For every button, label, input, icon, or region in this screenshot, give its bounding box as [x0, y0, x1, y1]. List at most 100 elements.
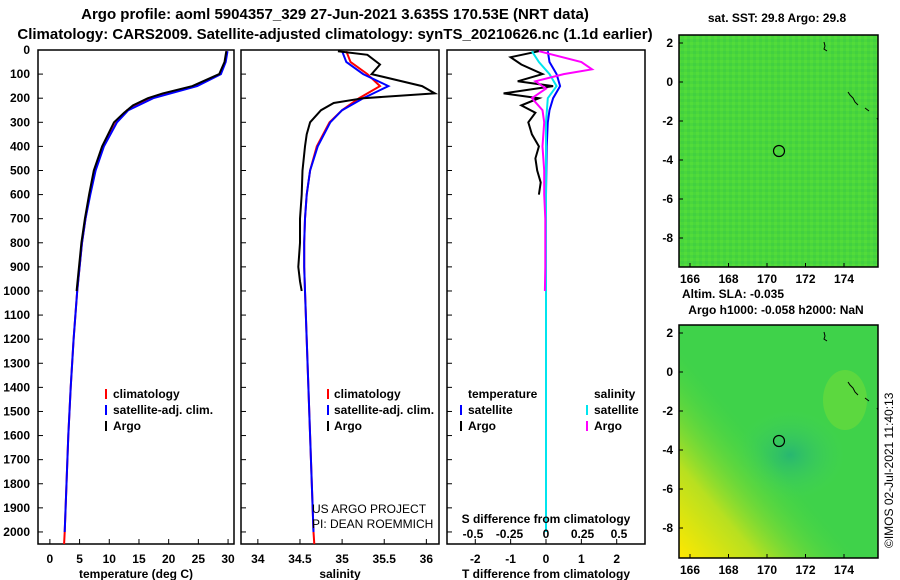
lat-tick-label: -8 [662, 521, 673, 535]
s-difference-label: S difference from climatology [462, 512, 631, 526]
salinity-panel: 34 34.5 35 35.5 36 salinity climatology sate… [240, 49, 440, 580]
temperature-frame [37, 49, 235, 545]
salinity-series [297, 50, 439, 545]
x-tick-label: 15 [132, 552, 146, 566]
lat-tick-label: 2 [666, 36, 673, 50]
depth-tick-label: 300 [10, 115, 30, 129]
series-climatology [63, 51, 228, 545]
sst-field [679, 35, 878, 267]
difference-legend: temperature salinity satellite Argo sate… [460, 387, 639, 433]
imos-credit: ©IMOS 02-Jul-2021 11:40:13 [882, 392, 896, 548]
lat-tick-label: 0 [666, 75, 673, 89]
depth-tick-label: 1900 [3, 501, 30, 515]
difference-series [503, 50, 595, 532]
lat-tick-label: -4 [662, 443, 673, 457]
sla-argo-location-marker [772, 434, 786, 448]
legend-label-argo: Argo [334, 419, 362, 433]
x-tick-label: 35 [335, 552, 349, 566]
sst-argo-location-marker [772, 144, 786, 158]
salinity-x-axis: 34 34.5 35 35.5 36 [251, 539, 433, 566]
s-diff-tick-label: -0.25 [496, 527, 524, 541]
lon-tick-label: 170 [757, 563, 777, 577]
lat-tick-label: -6 [662, 482, 673, 496]
depth-tick-label: 500 [10, 163, 30, 177]
legend-label-satellite: satellite-adj. clim. [334, 403, 434, 417]
legend-label-s-argo: Argo [594, 419, 622, 433]
temperature-legend: climatology satellite-adj. clim. Argo [105, 387, 213, 433]
legend-label-satellite: satellite-adj. clim. [113, 403, 213, 417]
s-diff-tick-label: 0.5 [611, 527, 628, 541]
lon-tick-label: 170 [757, 272, 777, 286]
depth-tick-label: 200 [10, 91, 30, 105]
depth-tick-label: 1100 [4, 308, 30, 322]
depth-tick-label: 100 [10, 67, 30, 81]
lat-tick-label: -2 [662, 404, 673, 418]
series-s-satellite [531, 50, 558, 532]
sst-map-title: sat. SST: 29.8 Argo: 29.8 [708, 11, 847, 25]
depth-tick-label: 900 [10, 260, 30, 274]
legend-label-climatology: climatology [334, 387, 401, 401]
sst-lat-axis: 2 0 -2 -4 -6 -8 [662, 36, 683, 245]
series-argo [75, 51, 228, 292]
x-tick-label: -1 [505, 552, 516, 566]
depth-tick-label: 1400 [3, 380, 30, 394]
depth-tick-label: 1500 [3, 404, 30, 418]
sst-map-frame [678, 34, 879, 268]
lat-tick-label: -2 [662, 114, 673, 128]
depth-tick-label: 700 [10, 212, 30, 226]
x-tick-label: 36 [420, 552, 434, 566]
sst-map: sat. SST: 29.8 Argo: 29.8 166 168 170 172 17… [662, 11, 879, 286]
t-difference-xlabel: T difference from climatology [462, 567, 630, 580]
series-satellite-adj-clim- [63, 51, 229, 533]
legend-label-t-argo: Argo [468, 419, 496, 433]
temperature-panel: 0 100 200 300 400 500 600 700 800 900 1000 1100 1200… [3, 43, 452, 580]
salinity-legend: climatology satellite-adj. clim. Argo [327, 387, 434, 433]
lon-tick-label: 174 [834, 563, 854, 577]
depth-tick-label: 800 [10, 236, 30, 250]
depth-tick-label: 400 [10, 139, 30, 153]
series-climatology [303, 50, 382, 545]
x-tick-label: 20 [162, 552, 176, 566]
lon-tick-label: 168 [718, 563, 738, 577]
sla-map-title-2: Argo h1000: -0.058 h2000: NaN [688, 303, 863, 317]
sst-lon-axis: 166 168 170 172 174 [680, 263, 854, 286]
lon-tick-label: 172 [795, 272, 815, 286]
x-tick-label: 5 [76, 552, 83, 566]
depth-tick-label: 2000 [3, 525, 30, 539]
series-t-argo [503, 50, 554, 195]
depth-tick-label: 600 [10, 188, 30, 202]
depth-tick-label: 1200 [3, 332, 30, 346]
x-tick-label: 2 [613, 552, 620, 566]
legend-label-t-satellite: satellite [468, 403, 513, 417]
x-tick-label: 0 [543, 552, 550, 566]
x-tick-label: 1 [578, 552, 585, 566]
legend-label-s-satellite: satellite [594, 403, 639, 417]
series-t-satellite [545, 51, 562, 532]
x-tick-label: 34 [251, 552, 265, 566]
x-tick-label: 10 [103, 552, 117, 566]
s-difference-ticks: -0.5 -0.25 0 0.25 0.5 [463, 527, 628, 541]
salinity-frame [240, 49, 440, 545]
depth-tick-label: 1300 [3, 356, 30, 370]
series-satellite-adj-clim- [303, 50, 391, 533]
title-line-2: Climatology: CARS2009. Satellite-adjuste… [17, 26, 653, 43]
series-s-argo [530, 50, 595, 292]
x-tick-label: 34.5 [288, 552, 312, 566]
salinity-xlabel: salinity [319, 567, 361, 580]
depth-tick-label: 1000 [3, 284, 30, 298]
credit-project: US ARGO PROJECT [312, 502, 427, 516]
depth-axis: 0 100 200 300 400 500 600 700 800 900 1000 1100 1200… [3, 43, 452, 539]
depth-tick-label: 1600 [3, 429, 30, 443]
lat-tick-label: -4 [662, 153, 673, 167]
difference-x-axis: -2 -1 0 1 2 [470, 539, 620, 566]
lon-tick-label: 172 [795, 563, 815, 577]
lat-tick-label: 2 [666, 326, 673, 340]
difference-panel: -2 -1 0 1 2 T difference from climatology S … [446, 49, 646, 580]
x-tick-label: 0 [47, 552, 54, 566]
legend-title-temperature: temperature [468, 387, 538, 401]
lat-tick-label: -8 [662, 231, 673, 245]
legend-label-climatology: climatology [113, 387, 180, 401]
temperature-series [63, 51, 229, 545]
temperature-xlabel: temperature (deg C) [79, 567, 193, 580]
